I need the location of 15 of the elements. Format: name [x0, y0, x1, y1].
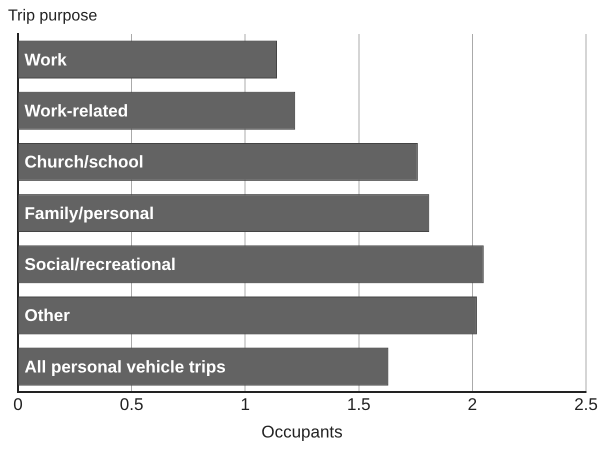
- y-tick-label: Work-related: [24, 101, 128, 120]
- x-tick-label: 2: [468, 395, 478, 414]
- y-tick-label: Church/school: [24, 152, 144, 172]
- y-tick-label: Family/personal: [24, 204, 154, 223]
- y-tick-label: Other: [24, 306, 70, 326]
- y-axis-title: Trip purpose: [8, 7, 98, 24]
- x-axis-title: Occupants: [261, 422, 343, 442]
- y-tick-label: All personal vehicle trips: [24, 357, 226, 376]
- x-tick-label: 2.5: [574, 395, 598, 414]
- x-tick-label: 1: [240, 395, 250, 414]
- x-tick-label: 1.5: [346, 395, 371, 414]
- y-tick-label: Social/recreational: [24, 254, 176, 274]
- x-tick-label: 0.5: [120, 395, 144, 414]
- y-tick-label: Work: [24, 50, 68, 70]
- x-tick-label: 0: [13, 395, 23, 414]
